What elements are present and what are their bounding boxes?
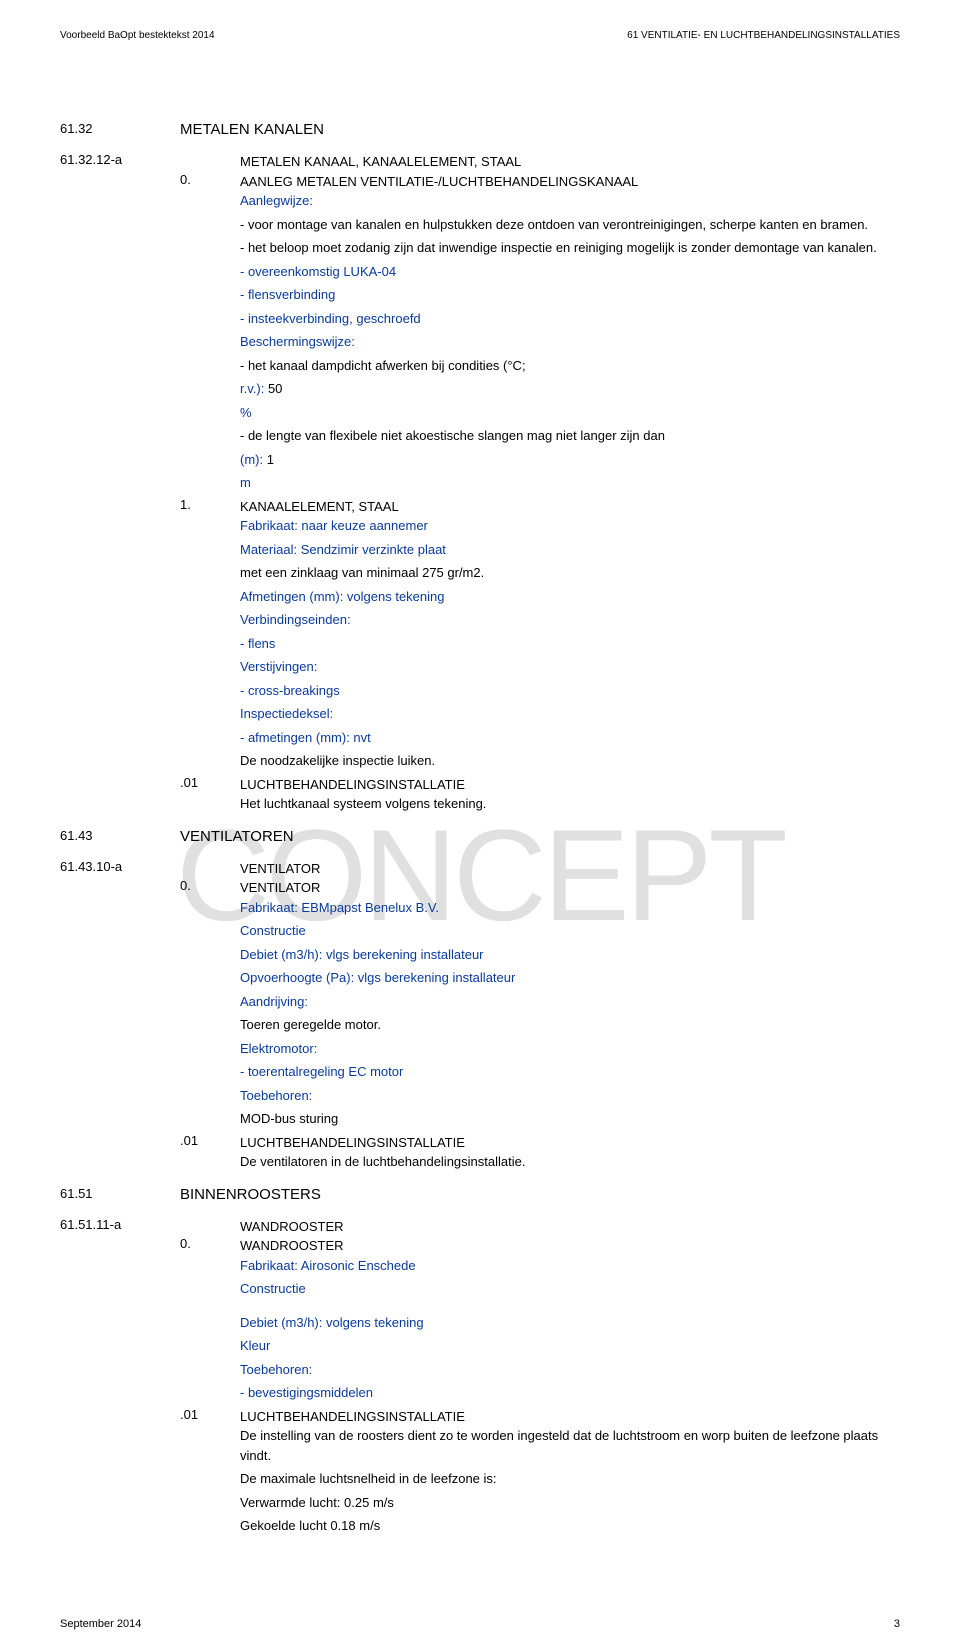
list-item: - overeenkomstig LUKA-04 [240, 262, 900, 282]
spec-line: Constructie [240, 1279, 900, 1299]
spec-line: Fabrikaat: EBMpapst Benelux B.V. [240, 898, 900, 918]
value-row: r.v.): 50 [240, 379, 900, 399]
sub-title: VENTILATOR [240, 878, 900, 898]
section-code: 61.43 [60, 828, 180, 845]
item-6132-12a: 61.32.12-a METALEN KANAAL, KANAALELEMENT… [60, 152, 900, 172]
section-title: METALEN KANALEN [180, 121, 324, 138]
sub-title: LUCHTBEHANDELINGSINSTALLATIE [240, 775, 900, 795]
spec-line: Toebehoren: [240, 1086, 900, 1106]
item-title: VENTILATOR [240, 859, 900, 879]
aanlegwijze-label: Aanlegwijze: [240, 191, 900, 211]
sub-code: .01 [180, 775, 240, 790]
list-item: - het beloop moet zodanig zijn dat inwen… [240, 238, 900, 258]
spec-line: Elektromotor: [240, 1039, 900, 1059]
section-title: BINNENROOSTERS [180, 1186, 321, 1203]
list-item: - het kanaal dampdicht afwerken bij cond… [240, 356, 900, 376]
list-item: - de lengte van flexibele niet akoestisc… [240, 426, 900, 446]
footer-right: 3 [894, 1618, 900, 1630]
section-title: VENTILATOREN [180, 828, 294, 845]
sub-num: 0. [180, 878, 240, 893]
sub-title: KANAALELEMENT, STAAL [240, 497, 900, 517]
list-item: - insteekverbinding, geschroefd [240, 309, 900, 329]
spec-line: Toeren geregelde motor. [240, 1015, 900, 1035]
spec-line: Materiaal: Sendzimir verzinkte plaat [240, 540, 900, 560]
sub-title: LUCHTBEHANDELINGSINSTALLATIE [240, 1133, 900, 1153]
item-code: 61.51.11-a [60, 1217, 180, 1232]
header-left: Voorbeeld BaOpt bestektekst 2014 [60, 30, 215, 41]
footer-left: September 2014 [60, 1618, 141, 1630]
item-6143-10a: 61.43.10-a VENTILATOR [60, 859, 900, 879]
spec-line: met een zinklaag van minimaal 275 gr/m2. [240, 563, 900, 583]
spec-line: Afmetingen (mm): volgens tekening [240, 587, 900, 607]
spec-line: Het luchtkanaal systeem volgens tekening… [240, 794, 900, 814]
spec-line: Verbindingseinden: [240, 610, 900, 630]
spec-line: Verwarmde lucht: 0.25 m/s [240, 1493, 900, 1513]
sub-title: AANLEG METALEN VENTILATIE-/LUCHTBEHANDEL… [240, 172, 900, 192]
beschermingswijze-label: Beschermingswijze: [240, 332, 900, 352]
spec-line: MOD-bus sturing [240, 1109, 900, 1129]
spec-line: De maximale luchtsnelheid in de leefzone… [240, 1469, 900, 1489]
sub-title: LUCHTBEHANDELINGSINSTALLATIE [240, 1407, 900, 1427]
spec-line: Toebehoren: [240, 1360, 900, 1380]
section-code: 61.51 [60, 1186, 180, 1203]
section-heading-6132: 61.32 METALEN KANALEN [60, 121, 900, 138]
section-code: 61.32 [60, 121, 180, 138]
list-item: - cross-breakings [240, 681, 900, 701]
list-item: - flensverbinding [240, 285, 900, 305]
spec-line: Fabrikaat: Airosonic Enschede [240, 1256, 900, 1276]
spec-line: De instelling van de roosters dient zo t… [240, 1426, 900, 1465]
item-6151-11a: 61.51.11-a WANDROOSTER [60, 1217, 900, 1237]
spec-line: Aandrijving: [240, 992, 900, 1012]
spec-line: Debiet (m3/h): vlgs berekening installat… [240, 945, 900, 965]
spec-line: Debiet (m3/h): volgens tekening [240, 1313, 900, 1333]
sub-num: 0. [180, 1236, 240, 1251]
spec-line: Opvoerhoogte (Pa): vlgs berekening insta… [240, 968, 900, 988]
item-code: 61.43.10-a [60, 859, 180, 874]
unit: % [240, 403, 900, 423]
section-heading-6143: 61.43 VENTILATOREN [60, 828, 900, 845]
item-title: METALEN KANAAL, KANAALELEMENT, STAAL [240, 152, 900, 172]
spec-line: Inspectiedeksel: [240, 704, 900, 724]
unit: m [240, 473, 900, 493]
page-header: Voorbeeld BaOpt bestektekst 2014 61 VENT… [60, 30, 900, 41]
value-row: (m): 1 [240, 450, 900, 470]
spec-line: De noodzakelijke inspectie luiken. [240, 751, 900, 771]
list-item: - flens [240, 634, 900, 654]
sub-code: .01 [180, 1407, 240, 1422]
page-footer: September 2014 3 [60, 1618, 900, 1630]
list-item: - toerentalregeling EC motor [240, 1062, 900, 1082]
item-title: WANDROOSTER [240, 1217, 900, 1237]
spec-line: Kleur [240, 1336, 900, 1356]
sub-code: .01 [180, 1133, 240, 1148]
sub-title: WANDROOSTER [240, 1236, 900, 1256]
list-item: - bevestigingsmiddelen [240, 1383, 900, 1403]
list-item: - voor montage van kanalen en hulpstukke… [240, 215, 900, 235]
list-item: - afmetingen (mm): nvt [240, 728, 900, 748]
sub-num: 0. [180, 172, 240, 187]
header-right: 61 VENTILATIE- EN LUCHTBEHANDELINGSINSTA… [627, 30, 900, 41]
item-code: 61.32.12-a [60, 152, 180, 167]
section-heading-6151: 61.51 BINNENROOSTERS [60, 1186, 900, 1203]
spec-line: Gekoelde lucht 0.18 m/s [240, 1516, 900, 1536]
sub-num: 1. [180, 497, 240, 512]
spec-line: Constructie [240, 921, 900, 941]
spec-line: De ventilatoren in de luchtbehandelingsi… [240, 1152, 900, 1172]
spec-line: Fabrikaat: naar keuze aannemer [240, 516, 900, 536]
spec-line: Verstijvingen: [240, 657, 900, 677]
